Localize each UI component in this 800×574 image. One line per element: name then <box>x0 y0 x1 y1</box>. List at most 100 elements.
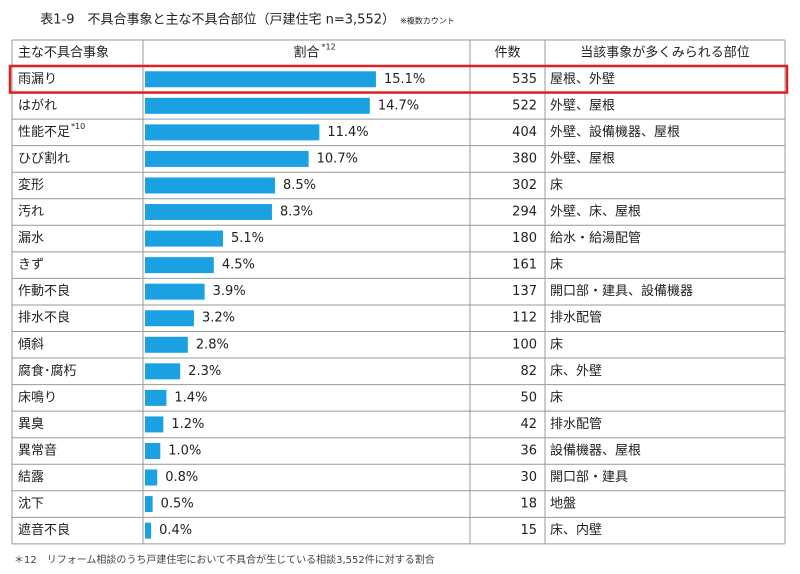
bar <box>145 230 223 247</box>
value-label: 1.4% <box>174 390 207 405</box>
count: 161 <box>512 258 537 273</box>
value-label: 0.8% <box>165 470 198 485</box>
part: 外壁、屋根 <box>550 98 615 113</box>
bar <box>145 177 275 194</box>
count: 522 <box>512 98 537 113</box>
category-label: 汚れ <box>18 205 44 220</box>
part: 床、内壁 <box>550 522 602 538</box>
title: 表1-9 不具合事象と主な不具合部位（戸建住宅 n=3,552） <box>40 13 395 28</box>
count: 30 <box>520 470 537 485</box>
part: 排水配管 <box>550 417 602 432</box>
part: 外壁、屋根 <box>550 151 615 166</box>
category-label: 雨漏り <box>18 71 57 87</box>
category-label: 沈下 <box>18 497 44 512</box>
category-label: はがれ <box>18 98 57 113</box>
count: 137 <box>512 284 537 299</box>
category-label: 異臭 <box>18 417 44 432</box>
bar <box>145 97 370 114</box>
count: 42 <box>520 417 537 432</box>
category-label: 排水不良 <box>18 310 70 326</box>
category-label: 結露 <box>18 470 44 485</box>
part: 設備機器、屋根 <box>550 442 641 458</box>
value-label: 0.5% <box>161 497 194 512</box>
value-label: 3.2% <box>202 311 235 326</box>
count: 82 <box>520 364 537 379</box>
bar <box>145 416 164 433</box>
count: 100 <box>512 337 537 352</box>
count: 180 <box>512 231 537 246</box>
value-label: 11.4% <box>327 125 368 140</box>
category-label: 遮音不良 <box>18 522 70 538</box>
value-label: 5.1% <box>231 231 264 246</box>
category-label: 腐食･腐朽 <box>18 363 77 379</box>
bar <box>145 150 309 167</box>
bar <box>145 389 167 406</box>
bar <box>145 310 194 327</box>
value-label: 8.3% <box>280 205 313 220</box>
value-label: 1.2% <box>171 417 204 432</box>
part: 給水・給湯配管 <box>550 231 641 246</box>
header-note: *12 <box>322 43 336 52</box>
count: 535 <box>512 72 537 87</box>
bar <box>145 204 272 221</box>
part: 外壁、床、屋根 <box>550 205 641 220</box>
column-header: 割合 <box>293 45 319 61</box>
bar <box>145 71 376 88</box>
bar <box>145 283 205 300</box>
value-label: 1.0% <box>168 443 201 458</box>
part: 地盤 <box>550 497 576 512</box>
part: 床、外壁 <box>550 364 602 379</box>
category-label: 変形 <box>18 177 44 193</box>
count: 18 <box>520 497 537 512</box>
column-header: 当該事象が多くみられる部位 <box>580 45 750 61</box>
bar <box>145 442 161 459</box>
count: 36 <box>520 443 537 458</box>
count: 404 <box>512 125 537 140</box>
value-label: 3.9% <box>213 284 246 299</box>
part: 床 <box>550 178 563 193</box>
highlight-box <box>8 64 789 94</box>
value-label: 10.7% <box>317 151 358 166</box>
bar <box>145 257 214 274</box>
bar <box>145 469 158 486</box>
category-label: 床鳴り <box>18 390 57 405</box>
part: 屋根、外壁 <box>550 72 615 87</box>
value-label: 0.4% <box>159 523 192 538</box>
category-label: 漏水 <box>18 230 44 246</box>
part: 開口部・建具、設備機器 <box>550 283 693 299</box>
part: 床 <box>550 390 563 405</box>
value-label: 2.3% <box>188 364 221 379</box>
value-label: 14.7% <box>378 98 419 113</box>
bar <box>145 522 152 539</box>
count: 15 <box>520 523 537 538</box>
category-label: 作動不良 <box>18 283 70 299</box>
category-label: ひび割れ <box>18 150 70 166</box>
count: 112 <box>512 311 537 326</box>
count: 50 <box>520 390 537 405</box>
part: 床 <box>550 337 563 352</box>
count: 294 <box>512 205 537 220</box>
value-label: 8.5% <box>283 178 316 193</box>
value-label: 4.5% <box>222 258 255 273</box>
category-label: 傾斜 <box>18 337 44 352</box>
column-header: 主な不具合事象 <box>18 46 109 61</box>
part: 外壁、設備機器、屋根 <box>550 124 680 140</box>
part: 開口部・建具 <box>550 470 628 485</box>
category-label: 性能不足 <box>18 125 70 140</box>
part: 排水配管 <box>550 311 602 326</box>
bar <box>145 496 153 513</box>
title-note: ※複数カウント <box>400 16 455 26</box>
bar <box>145 336 188 353</box>
category-label: きず <box>18 258 44 273</box>
part: 床 <box>550 258 563 273</box>
column-header: 件数 <box>494 46 520 61</box>
count: 380 <box>512 151 537 166</box>
category-label: 異常音 <box>18 442 57 458</box>
bar <box>145 363 181 380</box>
value-label: 15.1% <box>384 72 425 87</box>
bar <box>145 124 320 141</box>
footnote: ＊12 リフォーム相談のうち戸建住宅において不具合が生じている相談3,552件に… <box>14 553 435 566</box>
value-label: 2.8% <box>196 337 229 352</box>
count: 302 <box>512 178 537 193</box>
